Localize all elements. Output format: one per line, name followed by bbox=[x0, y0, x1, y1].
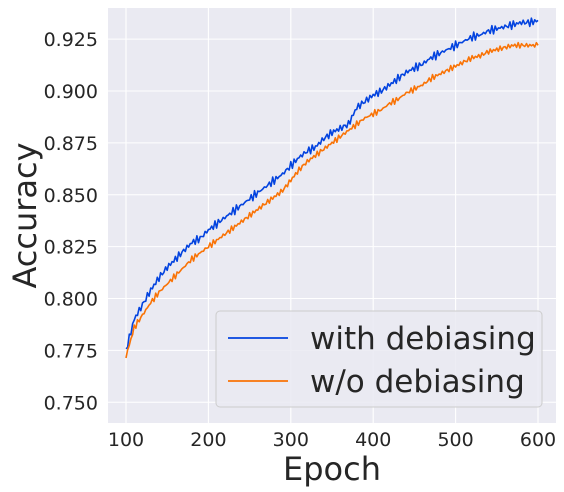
legend: with debiasing w/o debiasing bbox=[215, 310, 543, 408]
x-tick-label: 400 bbox=[355, 429, 391, 451]
y-tick-label: 0.925 bbox=[44, 29, 98, 51]
series-line-1 bbox=[125, 41, 539, 359]
legend-box bbox=[215, 310, 543, 408]
x-tick-label: 200 bbox=[190, 429, 226, 451]
x-tick-label: 600 bbox=[520, 429, 556, 451]
y-tick-label: 0.875 bbox=[44, 133, 98, 155]
x-axis-label: Epoch bbox=[283, 450, 381, 488]
x-tick-label: 300 bbox=[273, 429, 309, 451]
y-tick-label: 0.850 bbox=[44, 185, 98, 207]
y-tick-label: 0.900 bbox=[44, 81, 98, 103]
x-axis-ticks: 100 200 300 400 500 600 bbox=[108, 429, 556, 451]
y-tick-label: 0.825 bbox=[44, 237, 98, 259]
y-axis-label: Accuracy bbox=[6, 142, 44, 288]
y-axis-ticks: 0.750 0.775 0.800 0.825 0.850 0.875 0.900 0.925 bbox=[44, 29, 98, 414]
y-tick-label: 0.800 bbox=[44, 289, 98, 311]
legend-label-wo-debiasing: w/o debiasing bbox=[310, 364, 525, 400]
x-tick-label: 500 bbox=[437, 429, 473, 451]
legend-label-with-debiasing: with debiasing bbox=[310, 321, 536, 357]
series-layer bbox=[125, 17, 539, 359]
y-tick-label: 0.750 bbox=[44, 392, 98, 414]
series-line-0 bbox=[125, 17, 539, 350]
x-tick-label: 100 bbox=[108, 429, 144, 451]
y-tick-label: 0.775 bbox=[44, 340, 98, 362]
